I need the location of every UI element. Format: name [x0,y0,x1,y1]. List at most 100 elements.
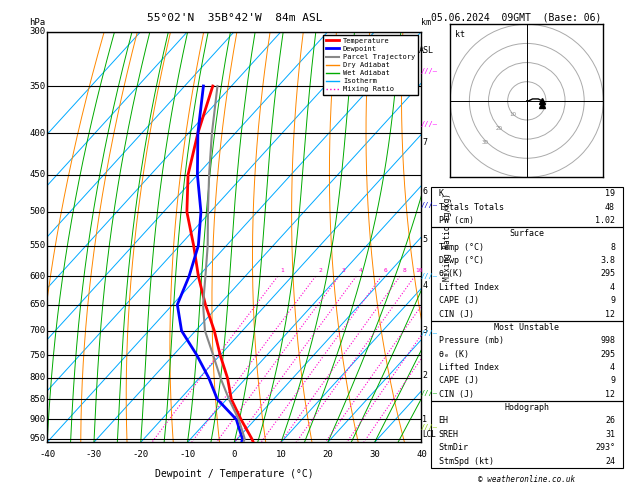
Legend: Temperature, Dewpoint, Parcel Trajectory, Dry Adiabat, Wet Adiabat, Isotherm, Mi: Temperature, Dewpoint, Parcel Trajectory… [323,35,418,95]
Text: 600: 600 [29,272,45,281]
Text: 12: 12 [605,390,615,399]
Text: -10: -10 [179,451,196,459]
Text: 998: 998 [600,336,615,346]
Bar [431,401,623,468]
Text: Temp (°C): Temp (°C) [438,243,484,252]
Text: 2: 2 [422,371,427,380]
Text: 4: 4 [610,283,615,292]
Text: 40: 40 [416,451,427,459]
Text: 24: 24 [605,456,615,466]
Text: Lifted Index: Lifted Index [438,283,499,292]
Text: 750: 750 [29,350,45,360]
Text: 3: 3 [422,326,427,335]
Text: 8: 8 [610,243,615,252]
Text: CAPE (J): CAPE (J) [438,376,479,385]
Text: 30: 30 [369,451,380,459]
Text: Surface: Surface [509,229,544,239]
Text: -20: -20 [133,451,149,459]
Text: SREH: SREH [438,430,459,439]
Text: 6: 6 [384,268,387,273]
Text: CIN (J): CIN (J) [438,310,474,319]
Text: 1: 1 [422,415,427,424]
Text: kt: kt [455,31,465,39]
Text: ///—: ///— [420,121,437,127]
Text: 20: 20 [496,126,503,131]
Text: 4: 4 [422,281,427,290]
Text: LCL: LCL [422,430,436,439]
Text: 400: 400 [29,129,45,138]
Text: ///—: ///— [420,68,437,73]
Text: Totals Totals: Totals Totals [438,203,504,212]
Bar [431,227,623,321]
Text: ///—: ///— [420,330,437,336]
Text: 950: 950 [29,434,45,443]
Text: StmSpd (kt): StmSpd (kt) [438,456,494,466]
Text: km: km [421,18,431,28]
Text: 26: 26 [605,417,615,426]
Text: 10: 10 [509,112,516,117]
Text: 5: 5 [422,235,427,243]
Text: Most Unstable: Most Unstable [494,323,559,332]
Text: Dewp (°C): Dewp (°C) [438,256,484,265]
Text: Pressure (mb): Pressure (mb) [438,336,504,346]
Text: 20: 20 [323,451,333,459]
Text: 500: 500 [29,208,45,216]
Text: -30: -30 [86,451,102,459]
Text: ///—: ///— [420,202,437,208]
Text: 4: 4 [610,363,615,372]
Text: 450: 450 [29,170,45,179]
Text: CIN (J): CIN (J) [438,390,474,399]
Text: 9: 9 [610,376,615,385]
Text: Dewpoint / Temperature (°C): Dewpoint / Temperature (°C) [155,469,314,479]
Text: 05.06.2024  09GMT  (Base: 06): 05.06.2024 09GMT (Base: 06) [431,12,601,22]
Text: 650: 650 [29,300,45,309]
Text: 295: 295 [600,269,615,278]
Text: 0: 0 [231,451,237,459]
Text: Hodograph: Hodograph [504,403,549,412]
Text: 19: 19 [605,189,615,198]
Text: 293°: 293° [595,443,615,452]
Text: 7: 7 [422,138,427,147]
Text: 2: 2 [318,268,322,273]
Text: 900: 900 [29,415,45,424]
Text: ASL: ASL [418,46,433,55]
Text: K: K [438,189,443,198]
Text: θₑ(K): θₑ(K) [438,269,464,278]
Text: StmDir: StmDir [438,443,469,452]
Text: θₑ (K): θₑ (K) [438,349,469,359]
Text: 31: 31 [605,430,615,439]
Text: 295: 295 [600,349,615,359]
Text: hPa: hPa [29,18,45,28]
Text: 10: 10 [276,451,286,459]
Text: 550: 550 [29,241,45,250]
Text: 12: 12 [605,310,615,319]
Text: 55°02'N  35B°42'W  84m ASL: 55°02'N 35B°42'W 84m ASL [147,14,322,23]
Text: 48: 48 [605,203,615,212]
Text: 10: 10 [415,268,423,273]
Text: 9: 9 [610,296,615,305]
Text: ///—: ///— [420,390,437,396]
Text: ///—: ///— [420,273,437,279]
Text: 1: 1 [281,268,284,273]
Text: 6: 6 [422,187,427,196]
Text: 3: 3 [342,268,345,273]
Text: EH: EH [438,417,448,426]
Text: 350: 350 [29,82,45,90]
Bar [431,321,623,401]
Text: 3.8: 3.8 [600,256,615,265]
Text: 700: 700 [29,326,45,335]
Text: CAPE (J): CAPE (J) [438,296,479,305]
Text: -40: -40 [39,451,55,459]
Text: 8: 8 [403,268,406,273]
Text: 300: 300 [29,27,45,36]
Text: ///—: ///— [420,424,437,430]
Text: PW (cm): PW (cm) [438,216,474,225]
Text: 1.02: 1.02 [595,216,615,225]
Text: 800: 800 [29,373,45,382]
Text: 30: 30 [482,139,489,145]
Text: © weatheronline.co.uk: © weatheronline.co.uk [478,474,576,484]
Text: 4: 4 [359,268,362,273]
Text: 850: 850 [29,395,45,404]
Bar [431,187,623,227]
Text: Lifted Index: Lifted Index [438,363,499,372]
